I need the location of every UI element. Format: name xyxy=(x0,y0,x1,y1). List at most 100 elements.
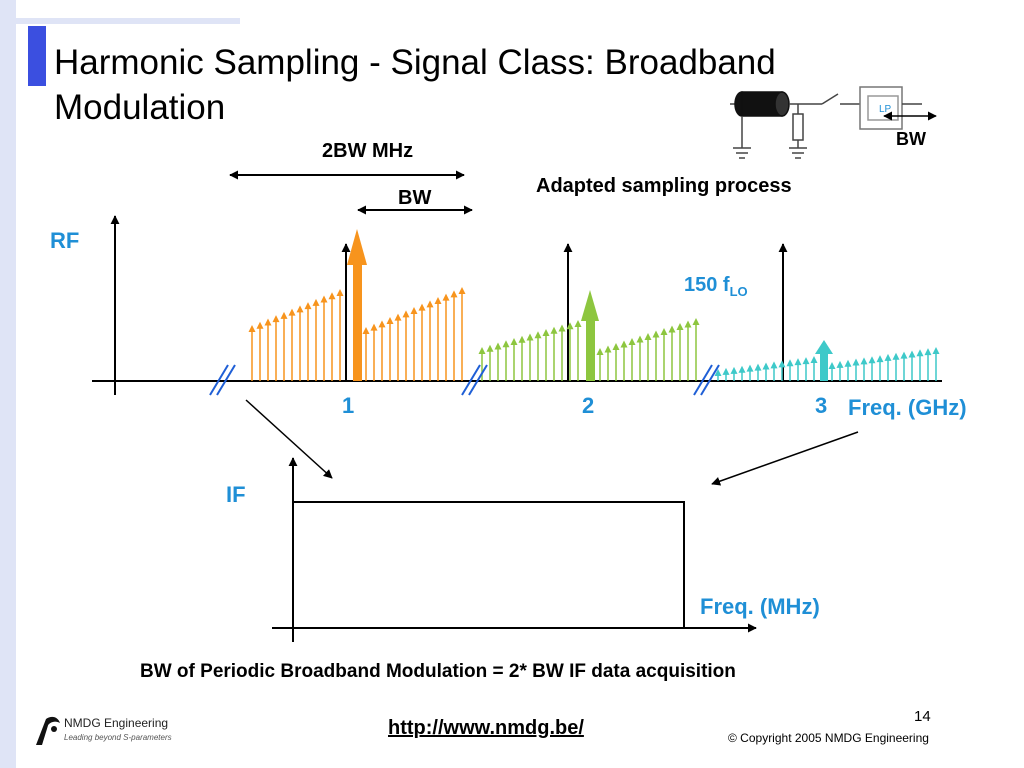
logo-mark-icon xyxy=(36,716,60,745)
spectral-line-head xyxy=(394,313,402,321)
spectral-line-head xyxy=(458,287,466,294)
spectral-line-head xyxy=(722,367,730,375)
spectral-line-head xyxy=(558,324,566,332)
lo-prefix: 150 f xyxy=(684,274,730,296)
spectral-line-head xyxy=(730,366,738,374)
if-bandwidth-box xyxy=(292,501,685,629)
spectral-line-head xyxy=(612,343,620,350)
spectral-line-head xyxy=(900,351,908,359)
rf-tick-label: 2 xyxy=(582,393,595,418)
spectral-line-head xyxy=(844,359,852,367)
spectral-line-head xyxy=(770,361,778,369)
spectral-line-head xyxy=(370,323,378,331)
spectral-line-head xyxy=(884,353,892,361)
spectral-line-head xyxy=(932,347,940,354)
spectral-line-head xyxy=(534,331,542,339)
spectral-line-head xyxy=(596,348,604,355)
axis-break-3 xyxy=(693,364,720,396)
spectral-line-head xyxy=(296,305,304,313)
highlight-arrow-3 xyxy=(815,340,833,381)
spectral-line-head xyxy=(478,347,486,354)
title-accent-block xyxy=(28,26,46,86)
spectral-line-head xyxy=(828,362,836,369)
spectral-line-head xyxy=(908,350,916,358)
spectral-line-head xyxy=(676,323,684,330)
freq-mhz-label: Freq. (MHz) xyxy=(700,594,820,619)
logo-name: NMDG Engineering xyxy=(64,716,169,730)
logo-tagline: Leading beyond S-parameters xyxy=(64,733,172,742)
spectral-line-head xyxy=(418,303,426,311)
spectral-line-head xyxy=(280,311,288,319)
spectral-line-head xyxy=(378,320,386,328)
spectral-line-head xyxy=(386,317,394,324)
mapping-arrow-left xyxy=(245,399,333,479)
highlight-arrow-2 xyxy=(581,290,599,381)
spectral-line-head xyxy=(248,325,256,332)
lp-filter-label: LP xyxy=(879,104,892,115)
spectral-line-head xyxy=(542,329,550,336)
freq-ghz-label: Freq. (GHz) xyxy=(848,395,967,420)
spectral-line-head xyxy=(754,363,762,371)
spectral-line-head xyxy=(434,297,442,304)
spectral-line-head xyxy=(336,289,344,296)
spectral-line-head xyxy=(852,358,860,366)
spectral-line-head xyxy=(628,338,636,345)
spectral-line-head xyxy=(402,310,410,318)
highlight-arrow-1 xyxy=(347,229,367,381)
spectral-line-head xyxy=(320,295,328,303)
spectral-line-head xyxy=(636,335,644,343)
bottom-caption: BW of Periodic Broadband Modulation = 2*… xyxy=(140,661,736,682)
spectral-line-head xyxy=(860,357,868,365)
spectral-line-head xyxy=(738,365,746,373)
lo-subscript: LO xyxy=(729,284,748,299)
bw-label: BW xyxy=(398,187,432,209)
rf-tick-label: 1 xyxy=(342,393,355,418)
spectral-line-head xyxy=(620,340,628,348)
spectrum-group-3 xyxy=(714,347,940,381)
two-bw-label: 2BW MHz xyxy=(322,140,414,162)
decorative-side-bar xyxy=(0,0,16,768)
if-axis-label: IF xyxy=(226,482,246,507)
spectral-line-head xyxy=(802,357,810,365)
spectral-line-head xyxy=(746,364,754,372)
spectral-line-head xyxy=(312,298,320,306)
lo-harmonic-label: 150 fLO xyxy=(684,274,748,299)
spectral-line-head xyxy=(502,340,510,348)
spectral-line-head xyxy=(426,300,434,308)
spectral-line-head xyxy=(264,318,272,326)
spectral-line-head xyxy=(836,360,844,368)
spectral-line-head xyxy=(714,369,722,376)
spectral-line-head xyxy=(486,344,494,352)
spectral-line-head xyxy=(510,338,518,345)
schematic-bw-label: BW xyxy=(896,129,926,149)
rf-axis-label: RF xyxy=(50,228,80,253)
spectral-line-head xyxy=(328,292,336,300)
spectral-line-head xyxy=(566,322,574,330)
spectrum-group-1 xyxy=(248,287,466,381)
spectral-line-head xyxy=(652,330,660,338)
spectral-line-head xyxy=(692,318,700,325)
spectral-line-head xyxy=(526,333,534,341)
spectral-line-head xyxy=(778,360,786,368)
sampler-schematic xyxy=(730,86,922,159)
spectral-line-head xyxy=(868,356,876,364)
axis-break-2 xyxy=(461,364,488,396)
nmdg-logo: NMDG Engineering Leading beyond S-parame… xyxy=(34,713,194,747)
spectral-line-head xyxy=(288,308,296,316)
spectral-line-head xyxy=(794,358,802,366)
spectral-line-head xyxy=(668,325,676,333)
website-link[interactable]: http://www.nmdg.be/ xyxy=(388,717,584,739)
spectral-line-head xyxy=(892,352,900,360)
spectral-line-head xyxy=(574,320,582,327)
spectral-line-head xyxy=(518,335,526,343)
spectral-line-head xyxy=(494,342,502,350)
axis-break-1 xyxy=(209,364,236,396)
spectral-line-head xyxy=(762,362,770,370)
mapping-arrow-right xyxy=(711,431,859,486)
spectral-line-head xyxy=(410,307,418,314)
spectral-line-head xyxy=(550,326,558,334)
spectral-line-head xyxy=(256,321,264,329)
decorative-top-bar xyxy=(16,18,240,24)
spectral-line-head xyxy=(786,359,794,367)
